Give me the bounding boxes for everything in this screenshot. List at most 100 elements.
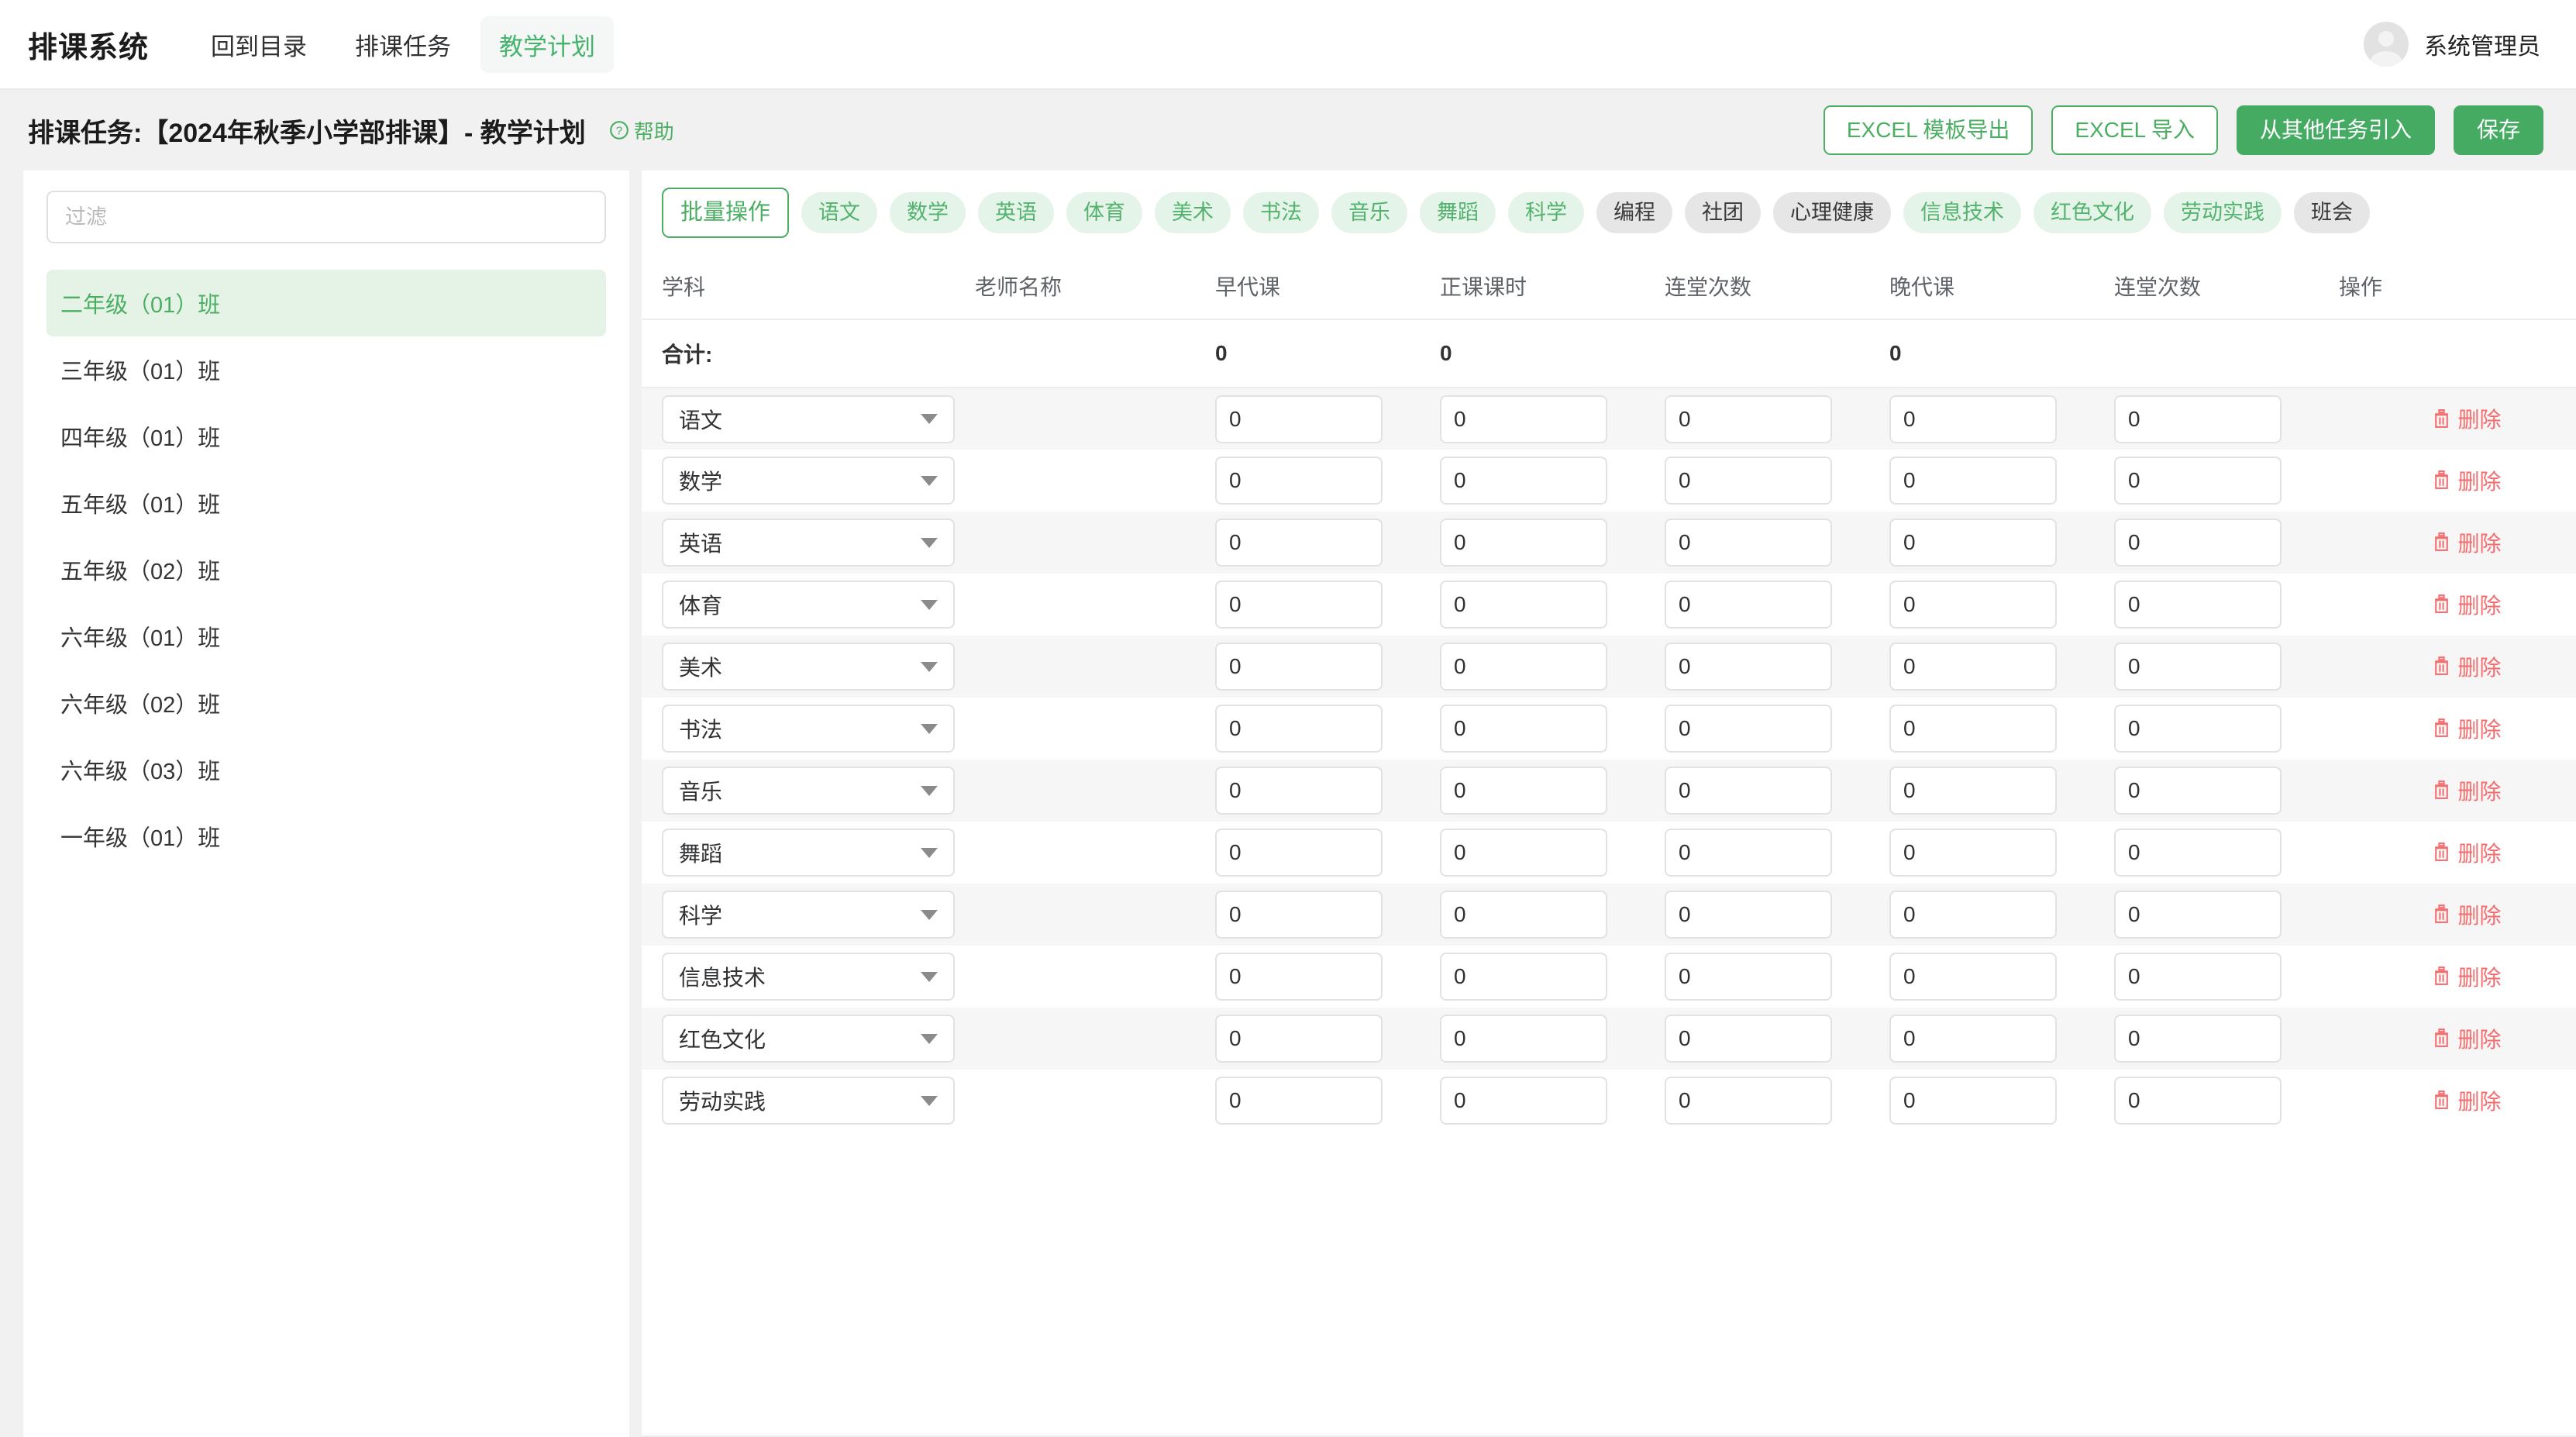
main-hours-input[interactable] (1440, 643, 1607, 691)
action-button-1[interactable]: EXCEL 导入 (2051, 105, 2218, 155)
evening-sub-input[interactable] (1889, 829, 2057, 877)
link-count-2-input[interactable] (2114, 1077, 2282, 1125)
link-count-1-input[interactable] (1665, 953, 1832, 1001)
subject-select[interactable]: 科学 (662, 891, 955, 939)
class-filter-input[interactable] (46, 191, 606, 243)
delete-row-button[interactable]: 删除 (2432, 899, 2502, 930)
subject-tag[interactable]: 体育 (1066, 191, 1143, 234)
link-count-1-input[interactable] (1665, 705, 1832, 753)
main-hours-input[interactable] (1440, 1077, 1607, 1125)
link-count-2-input[interactable] (2114, 891, 2282, 939)
link-count-2-input[interactable] (2114, 705, 2282, 753)
evening-sub-input[interactable] (1889, 1015, 2057, 1063)
evening-sub-input[interactable] (1889, 581, 2057, 629)
morning-sub-input[interactable] (1215, 581, 1383, 629)
main-hours-input[interactable] (1440, 705, 1607, 753)
evening-sub-input[interactable] (1889, 891, 2057, 939)
subject-select[interactable]: 数学 (662, 457, 955, 505)
action-button-2[interactable]: 从其他任务引入 (2236, 105, 2435, 155)
evening-sub-input[interactable] (1889, 767, 2057, 815)
delete-row-button[interactable]: 删除 (2432, 589, 2502, 620)
action-button-0[interactable]: EXCEL 模板导出 (1823, 105, 2034, 155)
nav-item-2[interactable]: 教学计划 (480, 16, 615, 73)
user-menu[interactable]: 系统管理员 (2364, 22, 2540, 67)
subject-tag[interactable]: 英语 (978, 191, 1055, 234)
evening-sub-input[interactable] (1889, 705, 2057, 753)
main-hours-input[interactable] (1440, 829, 1607, 877)
subject-select[interactable]: 美术 (662, 643, 955, 691)
link-count-2-input[interactable] (2114, 457, 2282, 505)
link-count-1-input[interactable] (1665, 457, 1832, 505)
main-hours-input[interactable] (1440, 767, 1607, 815)
subject-tag[interactable]: 信息技术 (1903, 191, 2022, 234)
subject-tag[interactable]: 心理健康 (1773, 191, 1892, 234)
link-count-2-input[interactable] (2114, 643, 2282, 691)
morning-sub-input[interactable] (1215, 643, 1383, 691)
delete-row-button[interactable]: 删除 (2432, 1023, 2502, 1054)
subject-select[interactable]: 英语 (662, 519, 955, 567)
class-list-item[interactable]: 三年级（01）班 (60, 360, 221, 384)
link-count-1-input[interactable] (1665, 1077, 1832, 1125)
morning-sub-input[interactable] (1215, 1015, 1383, 1063)
subject-select[interactable]: 体育 (662, 581, 955, 629)
subject-tag[interactable]: 美术 (1155, 191, 1231, 234)
main-hours-input[interactable] (1440, 395, 1607, 443)
delete-row-button[interactable]: 删除 (2432, 837, 2502, 868)
subject-tag[interactable]: 班会 (2294, 191, 2371, 234)
evening-sub-input[interactable] (1889, 953, 2057, 1001)
link-count-2-input[interactable] (2114, 519, 2282, 567)
subject-select[interactable]: 劳动实践 (662, 1077, 955, 1125)
main-hours-input[interactable] (1440, 457, 1607, 505)
link-count-1-input[interactable] (1665, 829, 1832, 877)
evening-sub-input[interactable] (1889, 519, 2057, 567)
evening-sub-input[interactable] (1889, 643, 2057, 691)
evening-sub-input[interactable] (1889, 1077, 2057, 1125)
nav-item-0[interactable]: 回到目录 (211, 33, 308, 60)
delete-row-button[interactable]: 删除 (2432, 775, 2502, 806)
morning-sub-input[interactable] (1215, 705, 1383, 753)
main-hours-input[interactable] (1440, 581, 1607, 629)
link-count-2-input[interactable] (2114, 953, 2282, 1001)
subject-tag[interactable]: 劳动实践 (2164, 191, 2282, 234)
main-hours-input[interactable] (1440, 519, 1607, 567)
subject-tag[interactable]: 红色文化 (2034, 191, 2152, 234)
morning-sub-input[interactable] (1215, 395, 1383, 443)
subject-select[interactable]: 红色文化 (662, 1015, 955, 1063)
link-count-1-input[interactable] (1665, 643, 1832, 691)
link-count-1-input[interactable] (1665, 395, 1832, 443)
link-count-1-input[interactable] (1665, 1015, 1832, 1063)
link-count-2-input[interactable] (2114, 1015, 2282, 1063)
link-count-1-input[interactable] (1665, 581, 1832, 629)
morning-sub-input[interactable] (1215, 891, 1383, 939)
delete-row-button[interactable]: 删除 (2432, 1085, 2502, 1116)
main-hours-input[interactable] (1440, 1015, 1607, 1063)
morning-sub-input[interactable] (1215, 457, 1383, 505)
evening-sub-input[interactable] (1889, 457, 2057, 505)
subject-tag[interactable]: 编程 (1596, 191, 1673, 234)
subject-select[interactable]: 书法 (662, 705, 955, 753)
subject-select[interactable]: 语文 (662, 395, 955, 443)
link-count-2-input[interactable] (2114, 767, 2282, 815)
delete-row-button[interactable]: 删除 (2432, 713, 2502, 744)
delete-row-button[interactable]: 删除 (2432, 403, 2502, 434)
main-hours-input[interactable] (1440, 891, 1607, 939)
link-count-2-input[interactable] (2114, 581, 2282, 629)
morning-sub-input[interactable] (1215, 1077, 1383, 1125)
subject-tag[interactable]: 社团 (1685, 191, 1762, 234)
delete-row-button[interactable]: 删除 (2432, 961, 2502, 992)
evening-sub-input[interactable] (1889, 395, 2057, 443)
class-list-item[interactable]: 六年级（01）班 (60, 626, 221, 651)
class-list-item[interactable]: 一年级（01）班 (60, 826, 221, 851)
nav-item-1[interactable]: 排课任务 (355, 33, 452, 60)
morning-sub-input[interactable] (1215, 767, 1383, 815)
subject-tag[interactable]: 舞蹈 (1420, 191, 1496, 234)
morning-sub-input[interactable] (1215, 829, 1383, 877)
link-count-2-input[interactable] (2114, 395, 2282, 443)
delete-row-button[interactable]: 删除 (2432, 465, 2502, 496)
link-count-2-input[interactable] (2114, 829, 2282, 877)
subject-select[interactable]: 信息技术 (662, 953, 955, 1001)
class-list-item[interactable]: 六年级（02）班 (60, 693, 221, 718)
delete-row-button[interactable]: 删除 (2432, 651, 2502, 682)
subject-select[interactable]: 舞蹈 (662, 829, 955, 877)
class-list-item[interactable]: 二年级（01）班 (46, 270, 606, 336)
